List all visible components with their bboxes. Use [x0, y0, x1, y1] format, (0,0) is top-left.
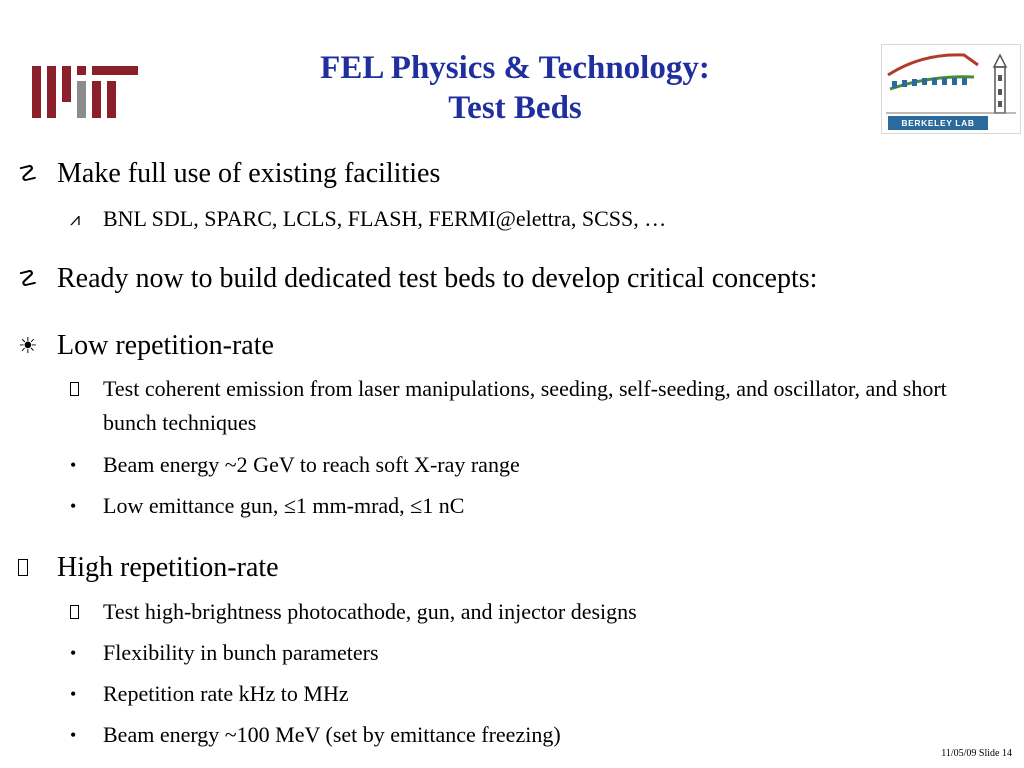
bullet-text: High repetition-rate [57, 552, 279, 583]
bullet-glyph-icon: ☡ [18, 266, 38, 291]
dot-bullet-icon: • [70, 496, 77, 516]
page-title: FEL Physics & Technology: Test Beds [180, 48, 850, 128]
box-bullet-icon [70, 595, 94, 629]
mit-logo-icon [32, 66, 138, 118]
bullet-text: Make full use of existing facilities [57, 158, 441, 189]
sub-bullet-text: Repetition rate kHz to MHz [103, 681, 349, 706]
berkeley-lab-logo-icon [886, 53, 1016, 114]
sub-bullet-text: Beam energy ~2 GeV to reach soft X-ray r… [103, 452, 520, 477]
sub-bullet-text: BNL SDL, SPARC, LCLS, FLASH, FERMI@elett… [103, 206, 667, 231]
bullet-text: Low repetition-rate [57, 330, 274, 361]
berkeley-lab-logo: BERKELEY LAB [881, 44, 1021, 134]
bullet-text: Ready now to build dedicated test beds t… [57, 263, 818, 294]
title-line-2: Test Beds [448, 90, 582, 126]
title-line-1: FEL Physics & Technology: [320, 50, 710, 86]
dot-bullet-icon: • [70, 643, 77, 663]
box-bullet-icon [70, 372, 94, 406]
sun-bullet-icon: ☀ [18, 333, 38, 358]
sub-bullet-text: Flexibility in bunch parameters [103, 640, 379, 665]
dot-bullet-icon: • [70, 684, 77, 704]
box-bullet-icon [18, 552, 48, 584]
sub-bullet-text: Low emittance gun, ≤1 mm-mrad, ≤1 nC [103, 493, 465, 518]
sub-bullet-text: Beam energy ~100 MeV (set by emittance f… [103, 722, 561, 747]
sub-bullet-glyph-icon: ⩘ [70, 209, 81, 229]
sub-bullet-text: Test coherent emission from laser manipu… [103, 376, 947, 435]
dot-bullet-icon: • [70, 725, 77, 745]
slide-footer: 11/05/09 Slide 14 [941, 748, 1012, 759]
bullet-glyph-icon: ☡ [18, 161, 38, 186]
berkeley-lab-label: BERKELEY LAB [888, 116, 988, 130]
sub-bullet-text: Test high-brightness photocathode, gun, … [103, 599, 637, 624]
dot-bullet-icon: • [70, 455, 77, 475]
